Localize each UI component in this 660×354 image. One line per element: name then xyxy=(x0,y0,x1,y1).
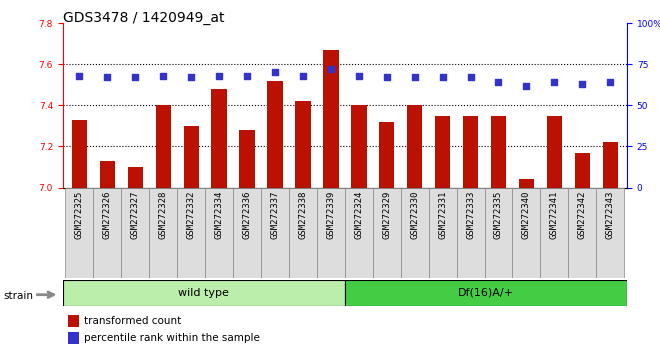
Bar xyxy=(463,116,478,188)
Bar xyxy=(178,188,205,278)
Bar xyxy=(317,188,345,278)
Point xyxy=(577,81,587,87)
Text: GSM272324: GSM272324 xyxy=(354,190,363,239)
Bar xyxy=(149,188,178,278)
Text: GSM272336: GSM272336 xyxy=(243,190,251,239)
Bar xyxy=(205,188,233,278)
Text: wild type: wild type xyxy=(178,288,229,298)
Bar xyxy=(345,280,627,306)
Bar xyxy=(233,188,261,278)
Bar xyxy=(546,116,562,188)
Bar xyxy=(267,81,282,188)
Point xyxy=(438,74,448,80)
Bar xyxy=(94,188,121,278)
Text: GSM272330: GSM272330 xyxy=(410,190,419,239)
Text: GSM272335: GSM272335 xyxy=(494,190,503,239)
Bar xyxy=(100,161,115,188)
Text: GSM272326: GSM272326 xyxy=(103,190,112,239)
Point xyxy=(354,73,364,79)
Text: strain: strain xyxy=(3,291,33,301)
Bar xyxy=(541,188,568,278)
Point xyxy=(242,73,252,79)
Bar xyxy=(428,188,457,278)
Text: GSM272337: GSM272337 xyxy=(271,190,280,239)
Text: GSM272338: GSM272338 xyxy=(298,190,308,239)
Text: GSM272342: GSM272342 xyxy=(578,190,587,239)
Point xyxy=(549,79,560,85)
Bar xyxy=(596,188,624,278)
Bar xyxy=(211,89,227,188)
Bar xyxy=(323,50,339,188)
Point xyxy=(74,73,84,79)
Text: GSM272333: GSM272333 xyxy=(466,190,475,239)
Point xyxy=(186,74,197,80)
Point xyxy=(130,74,141,80)
Point xyxy=(270,70,280,75)
Text: Df(16)A/+: Df(16)A/+ xyxy=(458,288,514,298)
Bar xyxy=(65,188,94,278)
Text: GSM272327: GSM272327 xyxy=(131,190,140,239)
Text: GDS3478 / 1420949_at: GDS3478 / 1420949_at xyxy=(63,11,224,25)
Bar xyxy=(156,105,171,188)
Bar xyxy=(568,188,596,278)
Point xyxy=(214,73,224,79)
Bar xyxy=(603,142,618,188)
Point xyxy=(409,74,420,80)
Bar xyxy=(373,188,401,278)
Bar xyxy=(519,179,534,188)
Bar xyxy=(401,188,428,278)
Text: GSM272341: GSM272341 xyxy=(550,190,559,239)
Bar xyxy=(127,167,143,188)
Point xyxy=(298,73,308,79)
Bar xyxy=(379,122,395,188)
Bar xyxy=(63,280,345,306)
Text: GSM272329: GSM272329 xyxy=(382,190,391,239)
Bar xyxy=(345,188,373,278)
Bar xyxy=(295,101,311,188)
Bar xyxy=(261,188,289,278)
Text: GSM272343: GSM272343 xyxy=(606,190,614,239)
Text: GSM272339: GSM272339 xyxy=(327,190,335,239)
Bar xyxy=(69,315,79,327)
Bar xyxy=(484,188,512,278)
Bar xyxy=(289,188,317,278)
Point xyxy=(521,83,532,88)
Bar xyxy=(512,188,541,278)
Point xyxy=(605,79,616,85)
Text: GSM272332: GSM272332 xyxy=(187,190,196,239)
Bar xyxy=(575,153,590,188)
Point xyxy=(325,66,336,72)
Bar xyxy=(407,105,422,188)
Text: percentile rank within the sample: percentile rank within the sample xyxy=(84,333,259,343)
Bar xyxy=(435,116,450,188)
Text: GSM272334: GSM272334 xyxy=(214,190,224,239)
Bar xyxy=(240,130,255,188)
Text: transformed count: transformed count xyxy=(84,316,181,326)
Bar xyxy=(72,120,87,188)
Bar xyxy=(69,332,79,344)
Point xyxy=(158,73,168,79)
Text: GSM272328: GSM272328 xyxy=(159,190,168,239)
Bar xyxy=(183,126,199,188)
Point xyxy=(102,74,113,80)
Bar xyxy=(457,188,484,278)
Text: GSM272331: GSM272331 xyxy=(438,190,447,239)
Point xyxy=(465,74,476,80)
Text: GSM272325: GSM272325 xyxy=(75,190,84,239)
Point xyxy=(493,79,504,85)
Point xyxy=(381,74,392,80)
Bar xyxy=(121,188,149,278)
Bar xyxy=(491,116,506,188)
Bar xyxy=(351,105,366,188)
Text: GSM272340: GSM272340 xyxy=(522,190,531,239)
